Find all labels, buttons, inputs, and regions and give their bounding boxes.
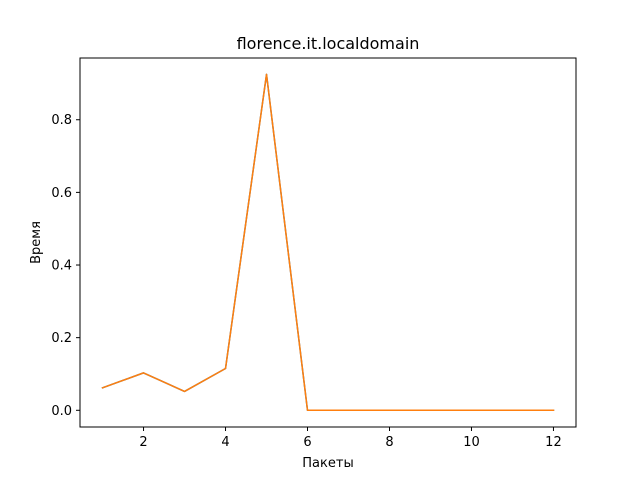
x-tick-label: 4 (221, 435, 229, 450)
series-line-1 (101, 73, 555, 412)
x-tick-label: 8 (385, 435, 393, 450)
y-tick-label: 0.2 (51, 331, 72, 346)
y-axis-label: Время (29, 221, 44, 264)
plot-lines (101, 73, 555, 412)
y-tick-label: 0.0 (51, 404, 72, 419)
series-line-2 (101, 73, 555, 412)
x-axis: 2 4 6 8 10 12 (139, 427, 562, 450)
chart-title: florence.it.localdomain (237, 34, 420, 53)
x-tick-label: 12 (545, 435, 562, 450)
y-tick-label: 0.6 (51, 186, 72, 201)
y-axis: 0.0 0.2 0.4 0.6 0.8 (51, 113, 80, 419)
x-tick-label: 2 (139, 435, 147, 450)
x-tick-label: 6 (303, 435, 311, 450)
x-tick-label: 10 (463, 435, 480, 450)
x-axis-label: Пакеты (302, 456, 353, 471)
y-tick-label: 0.4 (51, 259, 72, 274)
y-tick-label: 0.8 (51, 113, 72, 128)
plot-frame (79, 57, 577, 428)
